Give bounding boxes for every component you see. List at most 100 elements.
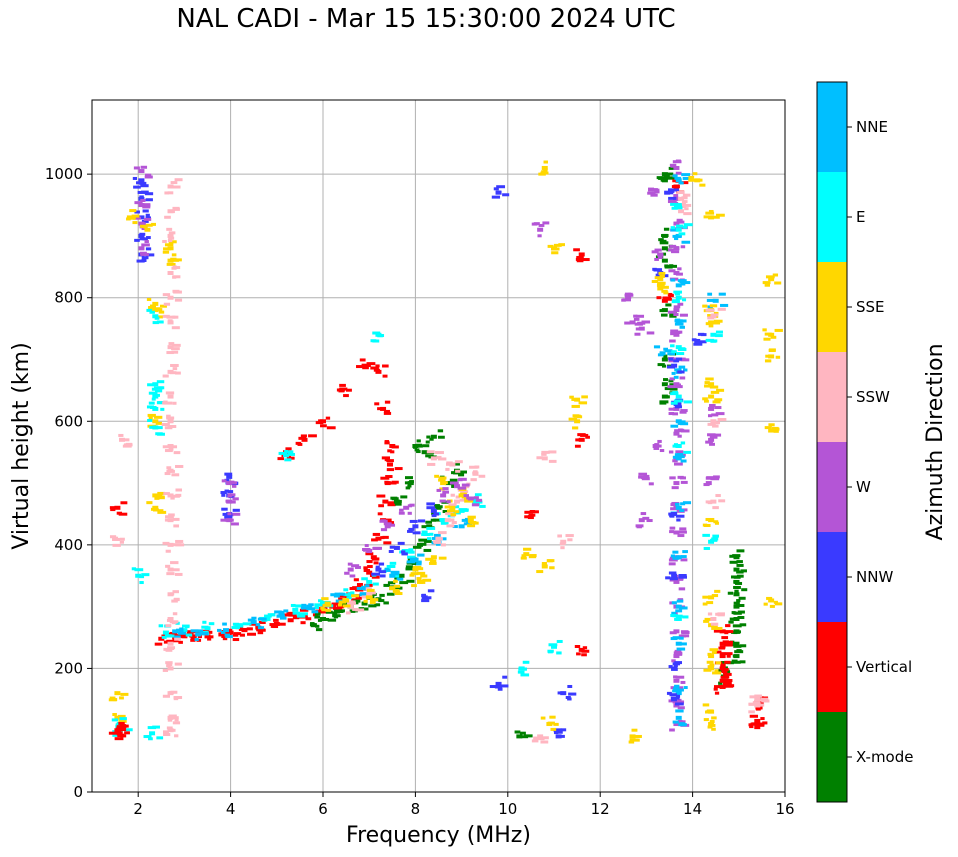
- data-point: [399, 581, 409, 585]
- data-point: [438, 531, 447, 535]
- data-point: [172, 445, 178, 449]
- data-point: [710, 617, 717, 621]
- data-point: [163, 640, 170, 644]
- data-point: [172, 275, 181, 279]
- data-point: [523, 734, 533, 738]
- data-point: [732, 624, 742, 628]
- data-point: [749, 714, 759, 718]
- data-point: [186, 630, 192, 634]
- data-point: [764, 332, 772, 336]
- y-tick-label: 1000: [45, 165, 83, 183]
- data-point: [163, 401, 173, 405]
- data-point: [669, 728, 675, 732]
- data-point: [171, 350, 179, 354]
- data-point: [172, 315, 179, 319]
- data-point: [111, 718, 119, 722]
- data-point: [541, 456, 548, 461]
- data-point: [434, 474, 440, 478]
- data-point: [682, 550, 688, 554]
- data-point: [455, 469, 461, 473]
- data-point: [469, 465, 478, 469]
- data-point: [703, 524, 711, 528]
- data-point: [175, 464, 184, 468]
- data-point: [582, 646, 588, 650]
- colorbar-swatch: [817, 442, 847, 532]
- data-point: [668, 512, 676, 516]
- data-point: [339, 387, 348, 391]
- data-point: [147, 726, 157, 730]
- data-point: [672, 689, 680, 693]
- data-point: [670, 503, 677, 507]
- series-left-column-ssw: [109, 178, 185, 738]
- data-point: [734, 611, 742, 615]
- data-point: [520, 673, 530, 677]
- data-point: [166, 572, 175, 576]
- data-point: [148, 401, 155, 405]
- data-point: [190, 629, 199, 633]
- data-point: [142, 237, 148, 241]
- data-point: [541, 564, 548, 569]
- data-point: [336, 609, 344, 613]
- data-point: [675, 357, 683, 361]
- data-point: [672, 700, 678, 704]
- data-point: [421, 595, 428, 600]
- x-tick-label: 16: [775, 800, 794, 818]
- data-point: [572, 426, 579, 430]
- data-point: [568, 692, 577, 696]
- data-point: [571, 397, 579, 401]
- data-point: [118, 512, 128, 516]
- data-point: [676, 220, 685, 224]
- data-point: [679, 508, 685, 512]
- data-point: [671, 185, 680, 189]
- data-point: [703, 215, 709, 219]
- data-point: [165, 648, 173, 652]
- data-point: [449, 478, 458, 482]
- data-point: [355, 608, 365, 612]
- data-point: [224, 472, 233, 476]
- data-point: [672, 455, 677, 459]
- data-point: [383, 601, 389, 605]
- data-point: [673, 194, 679, 198]
- data-point: [682, 203, 692, 207]
- data-point: [654, 276, 663, 280]
- data-point: [120, 724, 129, 728]
- data-point: [158, 496, 165, 500]
- data-point: [669, 530, 675, 534]
- data-point: [232, 512, 241, 516]
- data-point: [674, 453, 684, 457]
- data-point: [734, 650, 744, 654]
- data-point: [657, 255, 663, 259]
- data-point: [167, 295, 174, 300]
- data-point: [168, 342, 175, 346]
- data-point: [575, 438, 584, 442]
- data-point: [688, 178, 697, 182]
- data-point: [673, 406, 680, 411]
- data-point: [112, 733, 120, 737]
- data-point: [160, 407, 165, 411]
- data-point: [732, 554, 741, 558]
- data-point: [458, 473, 465, 477]
- data-point: [673, 481, 680, 486]
- chart-title: NAL CADI - Mar 15 15:30:00 2024 UTC: [176, 4, 676, 34]
- data-point: [668, 357, 674, 361]
- data-point: [661, 382, 668, 387]
- data-point: [705, 322, 712, 326]
- data-point: [163, 302, 171, 306]
- data-point: [546, 559, 555, 563]
- data-point: [684, 207, 689, 211]
- data-point: [435, 451, 444, 455]
- data-point: [337, 603, 343, 607]
- data-point: [569, 395, 574, 399]
- data-point: [661, 357, 668, 362]
- data-point: [167, 718, 173, 722]
- data-point: [430, 508, 437, 513]
- data-point: [368, 604, 377, 608]
- data-point: [660, 177, 668, 181]
- data-point: [173, 258, 182, 262]
- data-point: [315, 421, 324, 425]
- data-point: [156, 380, 165, 384]
- data-point: [691, 338, 697, 342]
- data-point: [405, 486, 411, 490]
- data-point: [425, 454, 434, 458]
- data-point: [680, 502, 686, 506]
